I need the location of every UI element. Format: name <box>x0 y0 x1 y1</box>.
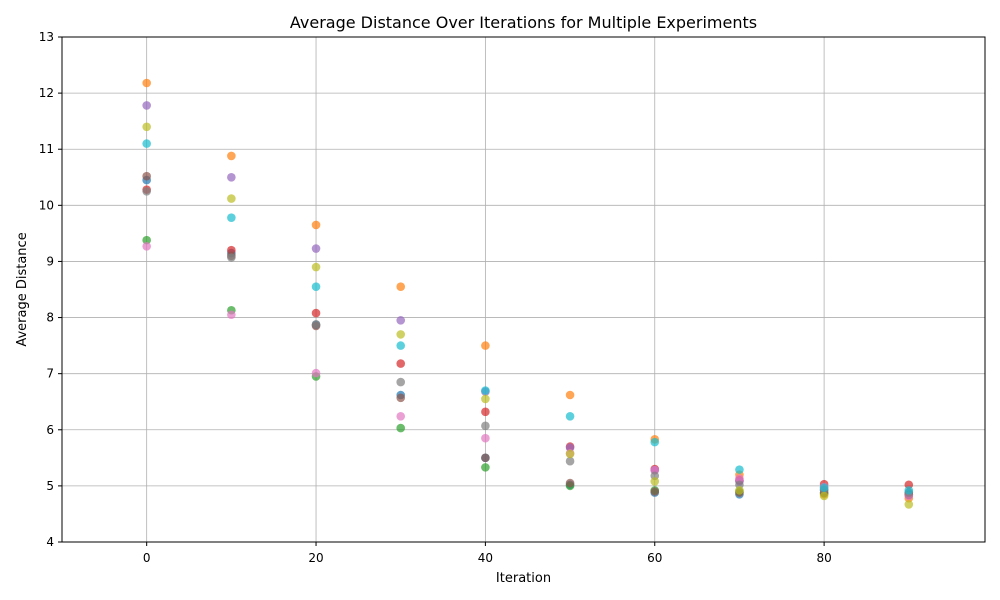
data-point <box>481 421 490 431</box>
data-point <box>142 241 151 251</box>
y-tick-label: 8 <box>46 311 54 325</box>
x-axis-label: Iteration <box>496 571 551 586</box>
data-point <box>396 393 406 403</box>
y-tick-label: 10 <box>39 198 54 212</box>
data-point <box>227 253 236 262</box>
data-point <box>227 172 236 182</box>
y-tick-label: 6 <box>46 423 54 437</box>
data-point <box>481 453 490 463</box>
data-point <box>311 368 321 378</box>
data-point <box>565 390 575 400</box>
y-axis-label: Average Distance <box>15 232 30 346</box>
data-point <box>735 465 744 474</box>
data-point <box>481 341 490 350</box>
chart-title: Average Distance Over Iterations for Mul… <box>290 13 757 32</box>
x-axis-ticks: 0 20 40 60 80 <box>143 542 832 565</box>
x-tick-label: 60 <box>647 551 662 565</box>
data-point <box>396 282 406 291</box>
y-tick-label: 13 <box>39 30 54 44</box>
data-point <box>650 487 660 496</box>
data-point <box>396 330 406 339</box>
data-point <box>565 456 575 466</box>
data-point <box>819 491 829 501</box>
data-point <box>142 171 151 181</box>
y-axis-ticks: 4 5 6 7 8 9 10 11 12 13 <box>39 30 62 549</box>
data-point <box>227 213 236 222</box>
y-tick-label: 9 <box>46 254 54 268</box>
data-point <box>565 478 575 488</box>
data-point <box>311 244 321 253</box>
data-point <box>904 500 914 509</box>
x-tick-label: 80 <box>816 551 831 565</box>
data-point <box>819 483 829 492</box>
data-point <box>311 308 321 318</box>
y-tick-label: 11 <box>39 142 54 156</box>
data-point <box>735 486 744 495</box>
data-point <box>481 433 490 443</box>
data-point <box>227 310 236 320</box>
data-point <box>142 187 151 196</box>
data-point <box>396 359 406 368</box>
data-point <box>481 394 490 404</box>
data-point <box>565 449 575 459</box>
data-point <box>142 101 151 110</box>
grid-lines <box>62 36 985 543</box>
data-point <box>227 151 236 161</box>
data-point <box>311 262 321 272</box>
data-point <box>565 412 575 421</box>
x-tick-label: 40 <box>478 551 493 565</box>
y-tick-label: 5 <box>46 479 54 493</box>
data-point <box>904 486 914 495</box>
data-point <box>142 235 151 245</box>
data-point <box>142 78 151 88</box>
y-tick-label: 7 <box>46 367 54 381</box>
data-point <box>396 377 406 387</box>
data-point <box>142 122 151 132</box>
data-point <box>650 437 660 447</box>
data-point <box>311 220 321 230</box>
data-point <box>142 139 151 148</box>
data-point <box>650 477 660 486</box>
data-point <box>481 407 490 417</box>
y-tick-label: 4 <box>46 535 54 549</box>
y-tick-label: 12 <box>39 86 54 100</box>
data-point <box>396 412 406 421</box>
data-point <box>481 463 490 472</box>
data-point <box>311 319 321 329</box>
data-point <box>396 423 406 433</box>
plot-frame <box>61 36 986 543</box>
data-point <box>227 194 236 203</box>
data-point <box>311 282 321 291</box>
x-tick-label: 0 <box>143 551 151 565</box>
data-point <box>735 474 744 483</box>
data-point <box>396 341 406 350</box>
x-tick-label: 20 <box>308 551 323 565</box>
data-points <box>142 78 914 509</box>
data-point <box>481 386 490 395</box>
data-point <box>396 316 406 325</box>
